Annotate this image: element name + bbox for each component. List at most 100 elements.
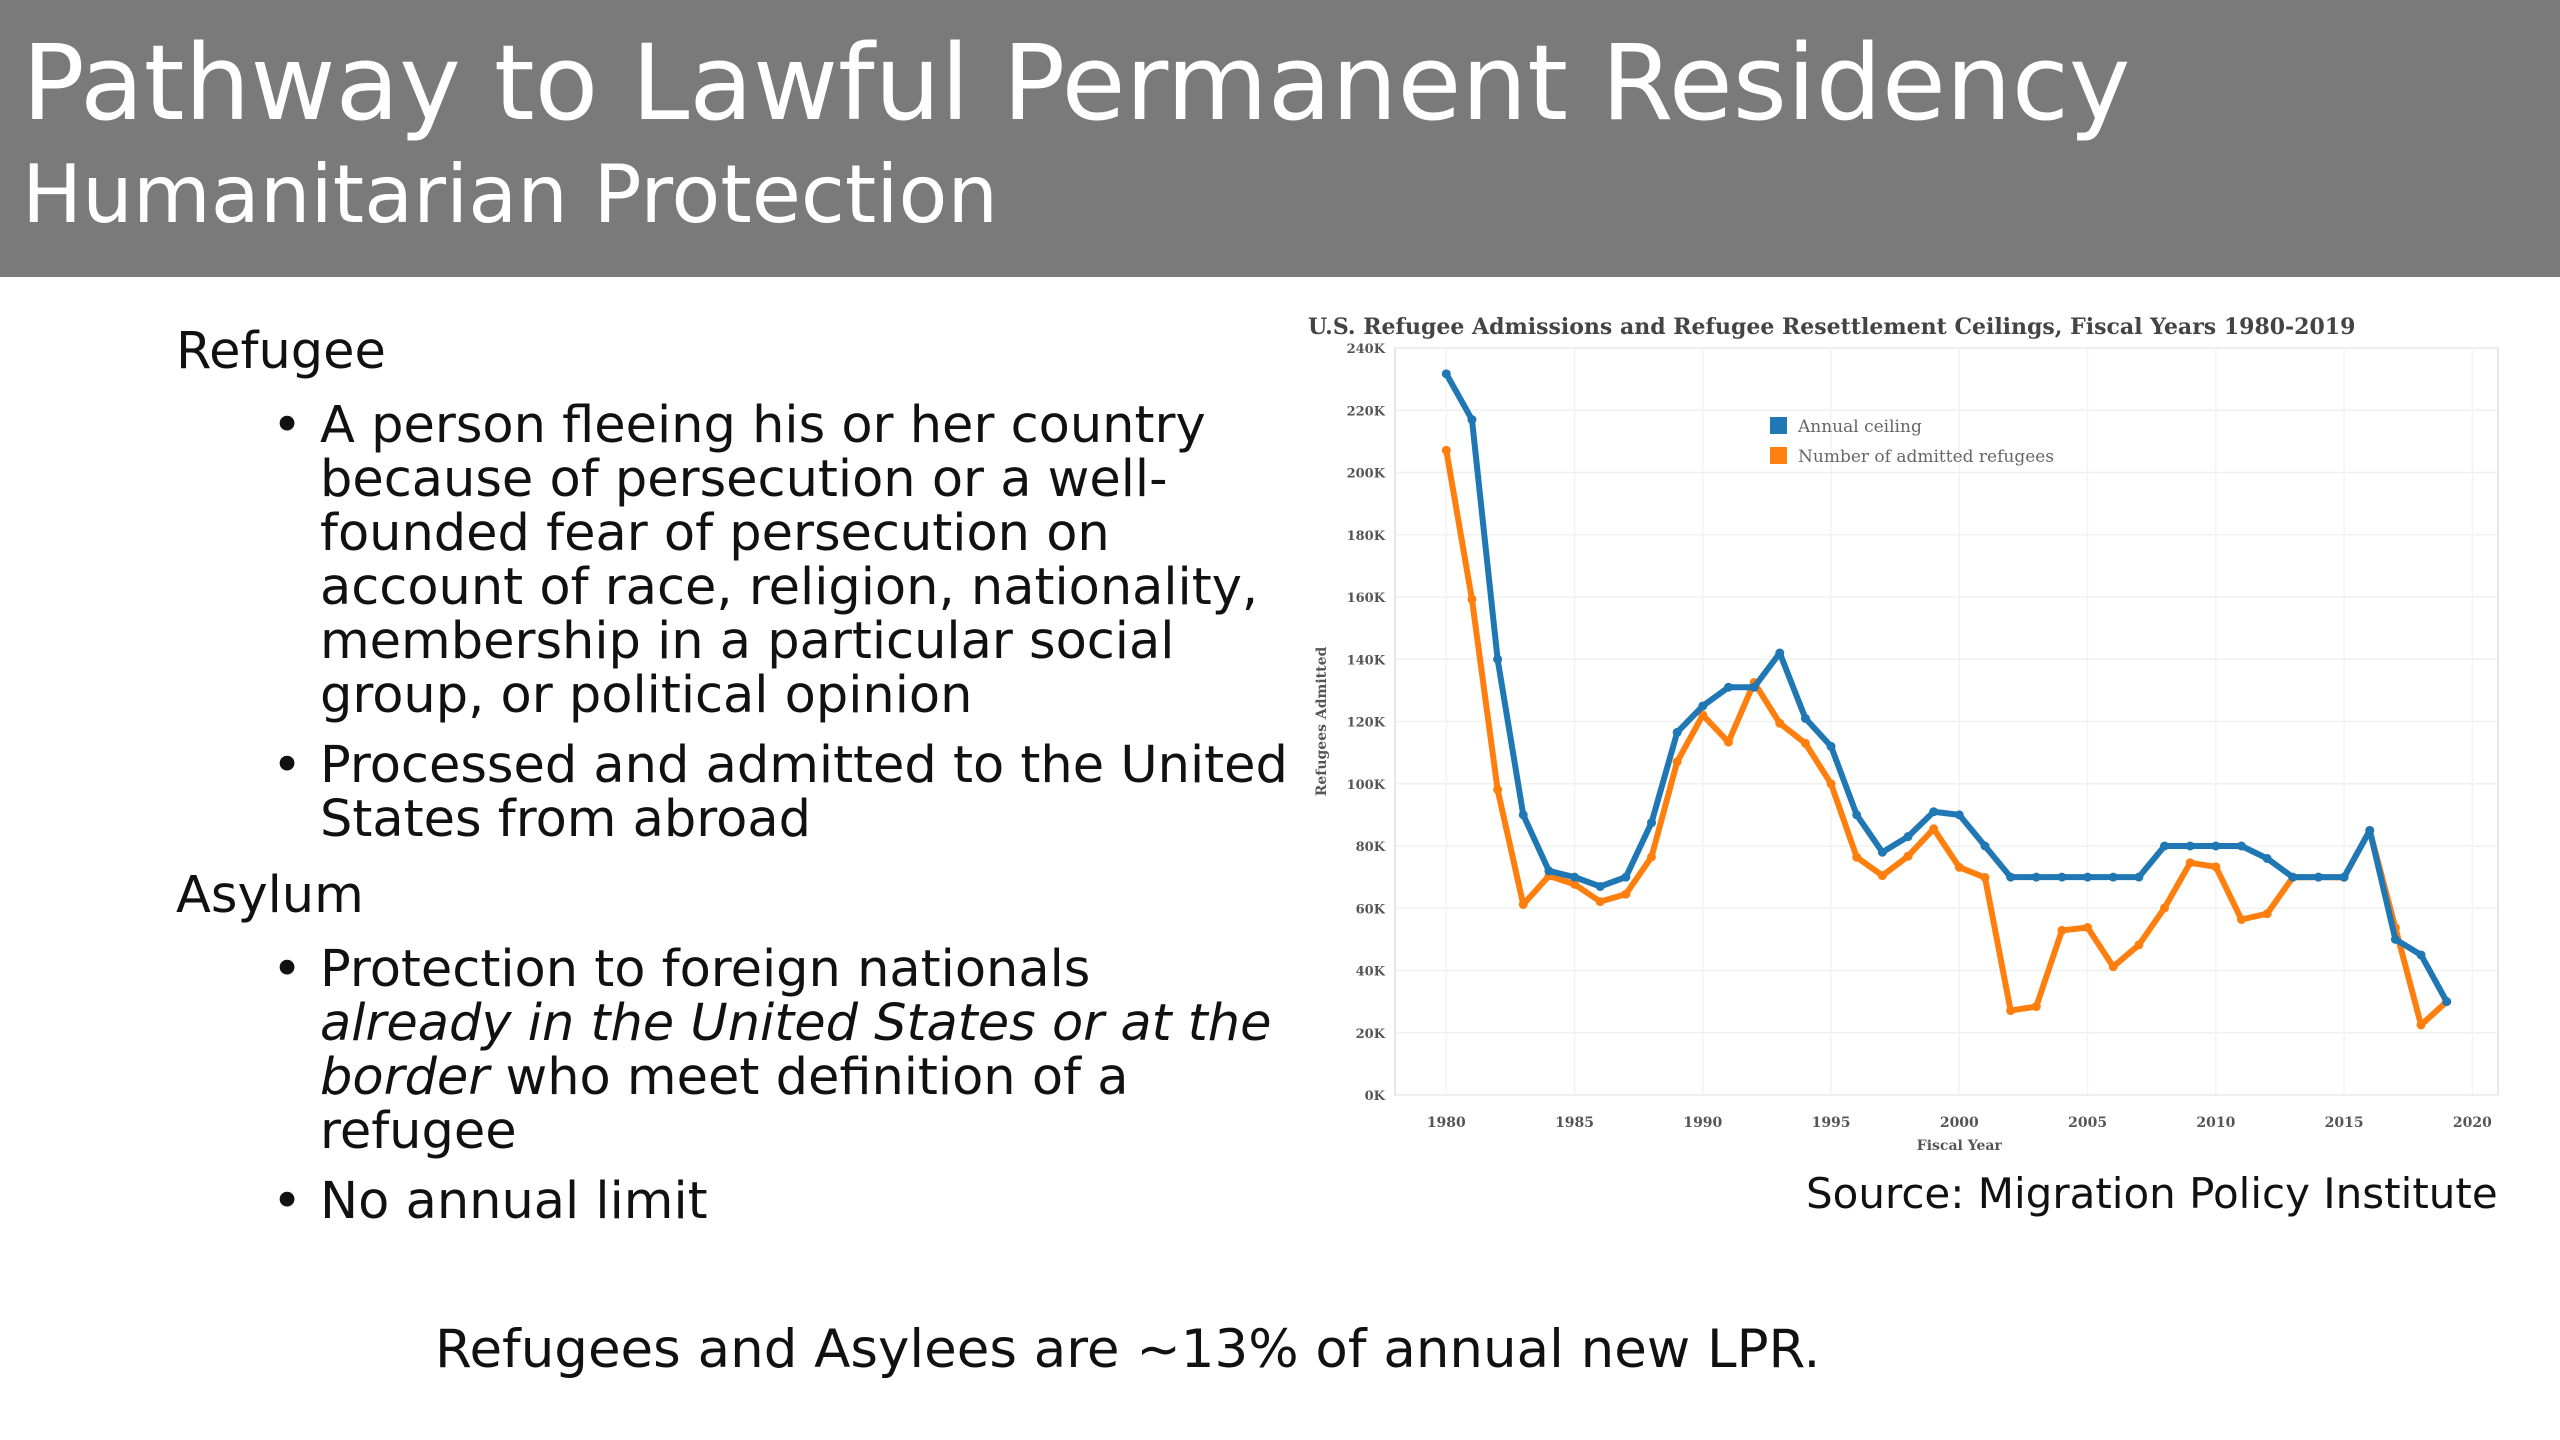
data-point	[2083, 923, 2093, 933]
data-point	[1493, 654, 1503, 664]
data-point	[1877, 847, 1887, 857]
data-point	[1954, 862, 1964, 872]
refugee-bullet-processed: • Processed and admitted to the United S…	[272, 736, 1296, 849]
data-point	[2442, 997, 2452, 1007]
data-point	[1467, 415, 1477, 425]
x-tick-label: 2000	[1940, 1115, 1979, 1131]
data-point	[1826, 779, 1836, 789]
data-point	[1493, 785, 1503, 795]
x-tick-label: 2015	[2325, 1115, 2364, 1131]
y-tick-label: 240K	[1347, 342, 1386, 357]
data-point	[1800, 738, 1810, 748]
y-tick-label: 140K	[1347, 653, 1386, 668]
data-point	[1467, 594, 1477, 604]
series-line-annual-ceiling	[1443, 370, 2450, 1005]
data-point	[2057, 925, 2067, 935]
asylum-no-limit-text: No annual limit	[320, 1172, 708, 1231]
data-point	[1595, 881, 1605, 891]
y-tick-label: 100K	[1347, 778, 1386, 793]
data-point	[2108, 962, 2118, 972]
data-point	[1672, 757, 1682, 767]
data-point	[1647, 852, 1657, 862]
data-point	[1800, 713, 1810, 723]
data-point	[1929, 824, 1939, 834]
y-tick-label: 220K	[1347, 404, 1386, 419]
asylum-bullet-list: • Protection to foreign nationals alread…	[176, 943, 1296, 1229]
bullet-marker: •	[272, 736, 303, 795]
data-point	[2236, 841, 2246, 851]
data-point	[2134, 872, 2144, 882]
data-point	[1723, 737, 1733, 747]
data-point	[1570, 872, 1580, 882]
data-point	[2134, 940, 2144, 950]
refugee-processed-text: Processed and admitted to the United Sta…	[320, 736, 1288, 849]
data-point	[2185, 841, 2195, 851]
legend-swatch	[1770, 417, 1787, 434]
x-tick-label: 2005	[2068, 1115, 2107, 1131]
data-point	[2365, 825, 2375, 835]
data-point	[2006, 1006, 2016, 1016]
data-point	[2006, 872, 2016, 882]
data-point	[1980, 841, 1990, 851]
data-point	[1621, 889, 1631, 899]
refugee-bullet-list: • A person fleeing his or her country be…	[176, 399, 1296, 847]
chart-source: Source: Migration Policy Institute	[1806, 1169, 2498, 1218]
bullet-marker: •	[272, 396, 303, 455]
asylum-bullet-no-limit: • No annual limit	[272, 1172, 1296, 1231]
slide-subtitle: Humanitarian Protection	[22, 148, 999, 241]
data-point	[2160, 841, 2170, 851]
footer-statement: Refugees and Asylees are ~13% of annual …	[435, 1319, 1821, 1380]
bullet-marker: •	[272, 1172, 303, 1231]
data-point	[1903, 851, 1913, 861]
data-point	[2236, 915, 2246, 925]
data-point	[1595, 897, 1605, 907]
data-point	[1698, 701, 1708, 711]
refugee-bullet-definition: • A person fleeing his or her country be…	[272, 396, 1296, 725]
data-point	[1852, 852, 1862, 862]
data-point	[1441, 445, 1451, 455]
data-point	[1877, 871, 1887, 881]
data-point	[2390, 934, 2400, 944]
y-axis-label: Refugees Admitted	[1314, 647, 1330, 797]
y-tick-label: 20K	[1356, 1027, 1386, 1042]
legend-swatch	[1770, 447, 1787, 464]
data-point	[1723, 682, 1733, 692]
y-tick-label: 0K	[1365, 1089, 1386, 1104]
data-point	[1929, 807, 1939, 817]
y-tick-label: 120K	[1347, 716, 1386, 731]
data-point	[2160, 903, 2170, 913]
series-line-admitted-refugees	[1443, 447, 2450, 1028]
data-point	[2108, 872, 2118, 882]
data-point	[1518, 899, 1528, 909]
data-point	[2031, 1002, 2041, 1012]
data-point	[1544, 866, 1554, 876]
slide-body-text: Refugee • A person fleeing his or her co…	[176, 325, 1296, 1245]
chart-title: U.S. Refugee Admissions and Refugee Rese…	[1308, 314, 2355, 340]
x-tick-label: 2020	[2453, 1115, 2492, 1131]
data-point	[1980, 872, 1990, 882]
data-point	[1672, 727, 1682, 737]
data-point	[2262, 853, 2272, 863]
data-point	[1749, 682, 1759, 692]
legend-label: Annual ceiling	[1797, 417, 1922, 437]
data-point	[1518, 810, 1528, 820]
x-axis-label: Fiscal Year	[1917, 1138, 2003, 1154]
bullet-marker: •	[272, 940, 303, 999]
y-tick-label: 200K	[1347, 467, 1386, 482]
data-point	[1647, 818, 1657, 828]
refugee-definition-text: A person fleeing his or her country beca…	[320, 396, 1259, 725]
data-point	[1570, 879, 1580, 889]
chart-svg: U.S. Refugee Admissions and Refugee Rese…	[1308, 314, 2499, 1154]
x-tick-label: 1990	[1683, 1115, 1722, 1131]
y-tick-label: 180K	[1347, 529, 1386, 544]
x-tick-label: 1985	[1555, 1115, 1594, 1131]
data-point	[1775, 718, 1785, 728]
asylum-bullet-protection: • Protection to foreign nationals alread…	[272, 940, 1296, 1161]
x-tick-label: 1995	[1812, 1115, 1851, 1131]
asylum-heading: Asylum	[176, 866, 364, 925]
asylum-protection-text-end: who meet definition of a refugee	[320, 1048, 1129, 1161]
y-tick-label: 80K	[1356, 840, 1386, 855]
asylum-protection-text-italic: already in the United States or at the b…	[320, 994, 1272, 1107]
asylum-protection-text-start: Protection to foreign nationals	[320, 940, 1091, 999]
data-point	[2288, 872, 2298, 882]
